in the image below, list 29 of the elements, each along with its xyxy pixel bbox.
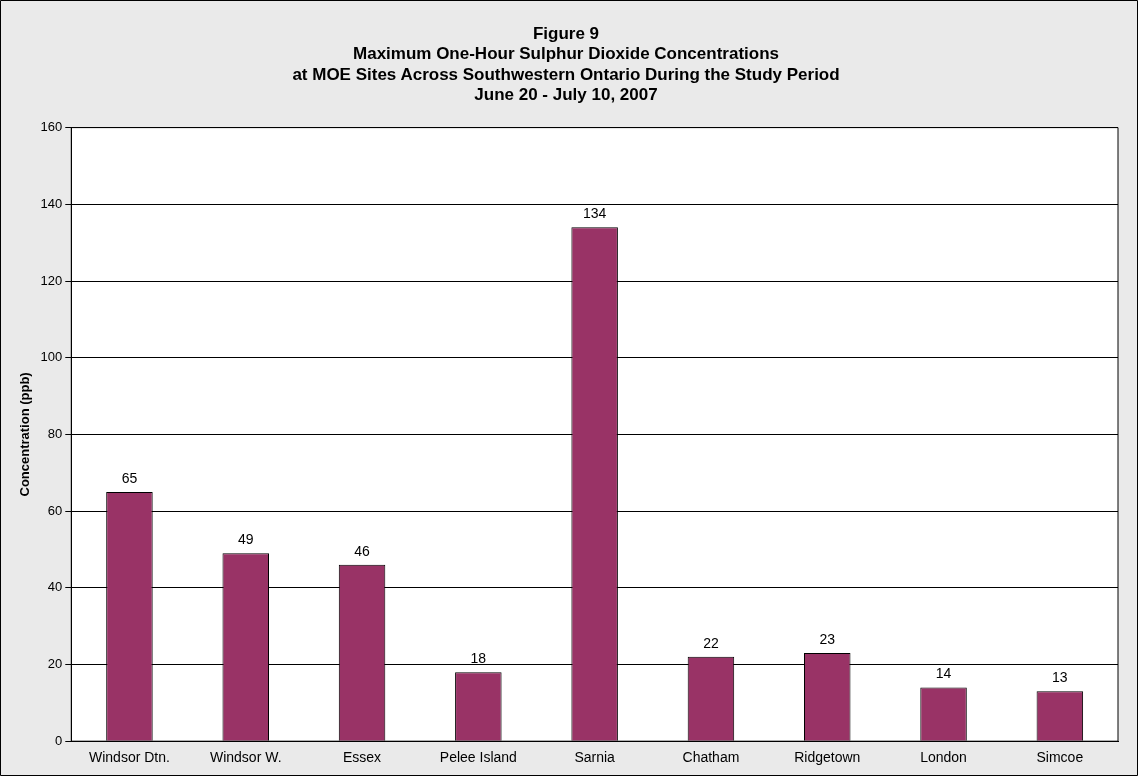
data-label: 23 (819, 630, 836, 647)
y-tick-label: 20 (47, 656, 63, 672)
y-tick-label: 120 (40, 272, 63, 288)
y-tick-label: 40 (47, 579, 63, 595)
y-tick-label: 160 (40, 119, 63, 135)
x-tick-label: Chatham (682, 749, 740, 766)
data-label: 22 (703, 634, 719, 651)
x-tick-label: Simcoe (1036, 749, 1084, 766)
y-tick-label: 0 (55, 732, 63, 748)
x-tick-label: Essex (342, 749, 382, 766)
x-tick-label: Sarnia (574, 749, 616, 766)
x-tick-label: Pelee Island (439, 749, 517, 766)
y-tick-label: 100 (40, 349, 63, 365)
x-tick-label: Windsor Dtn. (88, 749, 170, 766)
data-label: 46 (354, 542, 371, 559)
x-tick-label: Ridgetown (794, 749, 861, 766)
data-label: 13 (1052, 669, 1068, 686)
y-axis-title: Concentration (ppb) (17, 372, 33, 497)
data-label: 134 (582, 205, 607, 222)
chart-title: Figure 9 Maximum One-Hour Sulphur Dioxide Concentrations at MOE Sites Across Southwestern Ontario During the Study Period June 20 - July 10, 2007 (292, 23, 840, 105)
data-label: 49 (237, 531, 254, 548)
data-label: 14 (935, 665, 952, 682)
y-tick-label: 60 (47, 502, 63, 518)
y-tick-label: 80 (47, 425, 63, 441)
data-label: 18 (470, 650, 487, 667)
data-label: 65 (121, 469, 138, 486)
y-tick-label: 140 (40, 195, 63, 211)
x-tick-label: London (920, 749, 967, 766)
x-tick-label: Windsor W. (209, 749, 282, 766)
